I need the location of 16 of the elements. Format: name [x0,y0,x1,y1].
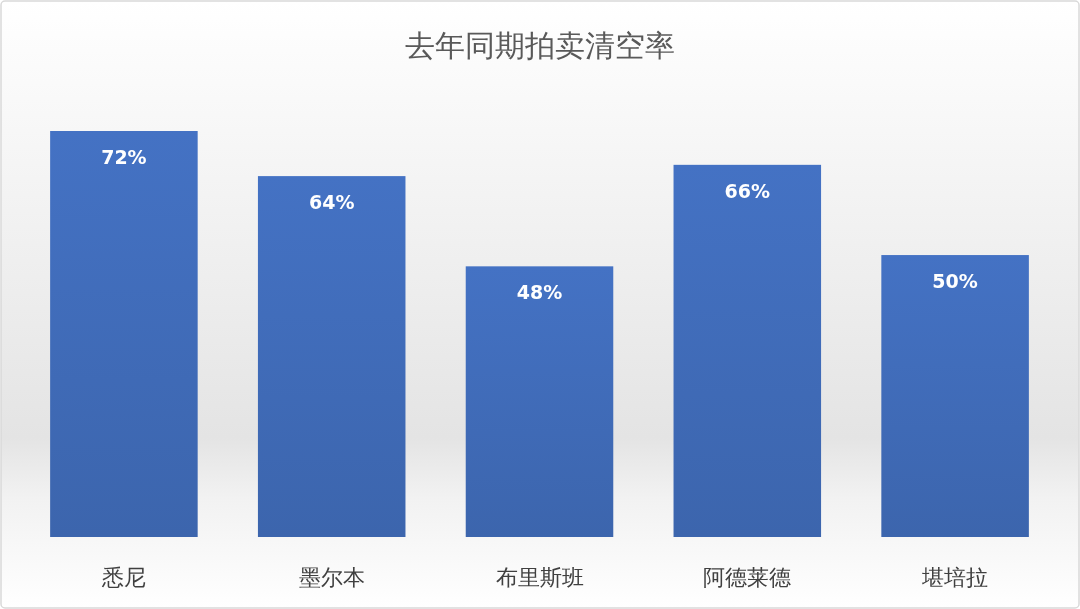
bar [257,176,406,537]
bar [50,131,198,537]
data-label: 72% [101,146,147,168]
data-label: 50% [932,270,978,293]
bar [673,164,822,537]
data-label: 66% [724,179,771,202]
bar [465,266,614,537]
bar [881,255,1029,537]
x-tick-label: 布里斯班 [495,565,584,590]
x-tick-label: 悉尼 [100,565,146,590]
x-tick-label: 堪培拉 [921,565,989,590]
data-label: 48% [516,281,563,304]
data-label: 64% [308,191,355,214]
chart-title: 去年同期拍卖清空率 [405,28,675,63]
x-tick-label: 墨尔本 [298,565,365,590]
x-tick-label: 阿德莱德 [703,565,792,590]
